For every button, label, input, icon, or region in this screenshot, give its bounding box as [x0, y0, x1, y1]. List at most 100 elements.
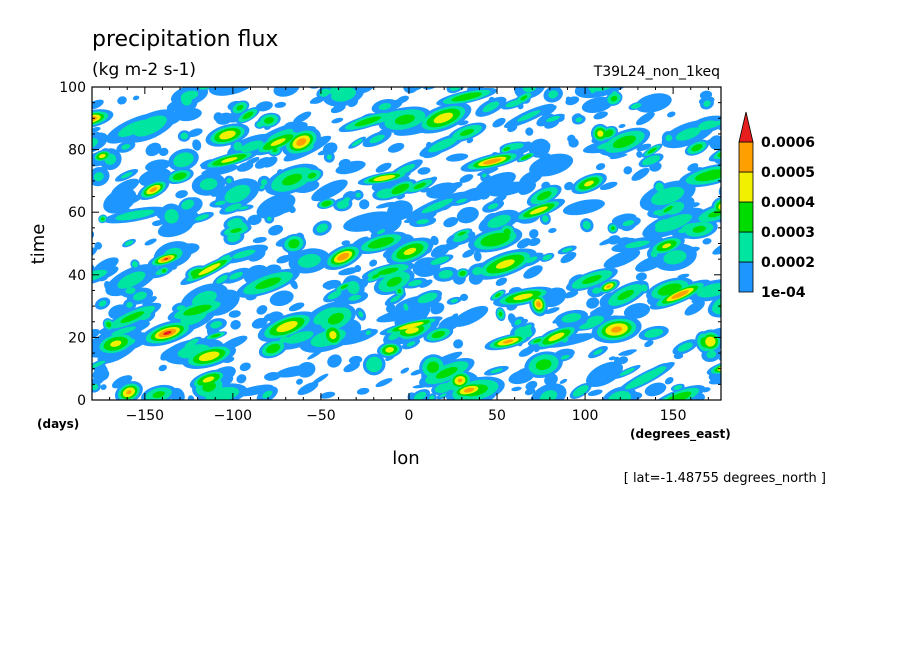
precip-cell — [296, 138, 307, 146]
x-axis-label: lon — [392, 448, 419, 469]
x-tick-label: −50 — [306, 408, 336, 424]
precip-cell — [431, 330, 446, 339]
precip-cell — [477, 167, 499, 176]
precip-cell — [385, 354, 396, 362]
precipitation-field — [92, 87, 740, 400]
precip-cell — [348, 294, 361, 301]
precip-cell — [117, 271, 146, 289]
precip-cell — [565, 96, 573, 104]
precip-cell — [262, 390, 273, 399]
precip-cell — [635, 111, 655, 126]
precip-cell — [336, 200, 349, 209]
precip-cell — [327, 312, 344, 325]
precip-cell — [456, 206, 479, 224]
precip-cell — [507, 124, 518, 132]
precip-cell — [119, 194, 142, 206]
precip-cell — [117, 96, 127, 105]
precip-cell — [533, 338, 542, 343]
precip-cell — [664, 391, 692, 400]
precip-cell — [650, 250, 658, 258]
precip-cell — [316, 223, 328, 233]
precip-cell — [120, 311, 145, 324]
precip-cell — [495, 277, 508, 286]
precip-cell — [222, 356, 235, 364]
precip-cell — [195, 214, 209, 221]
precip-cell — [664, 377, 674, 385]
precip-cell — [164, 257, 169, 261]
precip-cell — [542, 215, 549, 223]
y-tick-label: 40 — [68, 268, 86, 284]
precip-cell — [282, 272, 292, 278]
precip-cell — [572, 385, 589, 397]
precip-cell — [152, 220, 164, 227]
precip-cell — [184, 338, 199, 348]
precip-cell — [610, 153, 628, 160]
precip-cell — [518, 181, 537, 195]
colorbar-segment — [738, 231, 754, 263]
precip-cell — [419, 279, 433, 288]
precip-cell — [175, 190, 188, 199]
precip-cell — [678, 227, 689, 234]
precip-cell — [706, 350, 717, 359]
precip-cell — [272, 148, 278, 153]
colorbar-label: 1e-04 — [761, 285, 806, 301]
precip-cell — [520, 95, 528, 101]
run-label: T39L24_non_1keq — [593, 64, 720, 80]
precip-cell — [490, 368, 503, 374]
precip-cell — [328, 87, 338, 94]
precip-cell — [263, 313, 274, 322]
precip-cell — [227, 113, 235, 119]
precip-cell — [92, 230, 95, 239]
precip-cell — [359, 199, 370, 210]
precip-cell — [631, 167, 650, 181]
precip-cell — [385, 303, 396, 314]
precip-cell — [142, 296, 157, 306]
precip-cell — [104, 280, 112, 291]
precip-cell — [111, 326, 136, 336]
precip-cell — [495, 259, 515, 269]
precip-cell — [372, 273, 381, 279]
precip-cell — [347, 97, 359, 108]
precip-cell — [315, 191, 324, 200]
precip-cell — [586, 361, 623, 388]
precip-cell — [264, 117, 275, 124]
precip-cell — [482, 101, 500, 113]
precip-cell — [101, 217, 105, 221]
precip-cell — [514, 319, 522, 326]
precip-cell — [331, 117, 344, 124]
precip-cell — [662, 243, 672, 249]
colorbar: 1e-04 0.0002 0.0003 0.0004 0.0005 0.0006 — [738, 111, 815, 301]
precip-cell — [293, 111, 312, 124]
precip-cell — [671, 290, 689, 299]
precip-cell — [441, 202, 453, 211]
precip-cell — [330, 104, 346, 114]
precip-cell — [276, 321, 298, 333]
precip-cell — [199, 178, 218, 191]
chart-units: (kg m-2 s-1) — [92, 60, 196, 80]
precip-cell — [319, 88, 330, 97]
precip-cell — [536, 141, 551, 152]
precip-cell — [635, 93, 672, 113]
precip-cell — [356, 387, 370, 395]
precip-cell — [524, 331, 533, 338]
precip-cell — [221, 157, 238, 163]
precip-cell — [350, 236, 369, 251]
precip-cell — [488, 96, 495, 104]
precip-cell — [390, 295, 401, 303]
precip-cell — [480, 191, 491, 200]
precip-cell — [183, 304, 212, 316]
precip-cell — [98, 153, 106, 159]
precip-cell — [340, 284, 349, 289]
precip-cell — [675, 127, 701, 141]
precip-cell — [606, 285, 611, 288]
precip-cell — [133, 115, 167, 137]
precip-cell — [214, 200, 226, 206]
precip-cell — [296, 378, 303, 385]
precip-cell — [514, 367, 529, 378]
precip-cell — [593, 349, 603, 355]
precip-cell — [466, 137, 474, 144]
precip-cell — [723, 107, 740, 120]
precip-cell — [636, 241, 644, 247]
precip-cell — [677, 342, 693, 352]
